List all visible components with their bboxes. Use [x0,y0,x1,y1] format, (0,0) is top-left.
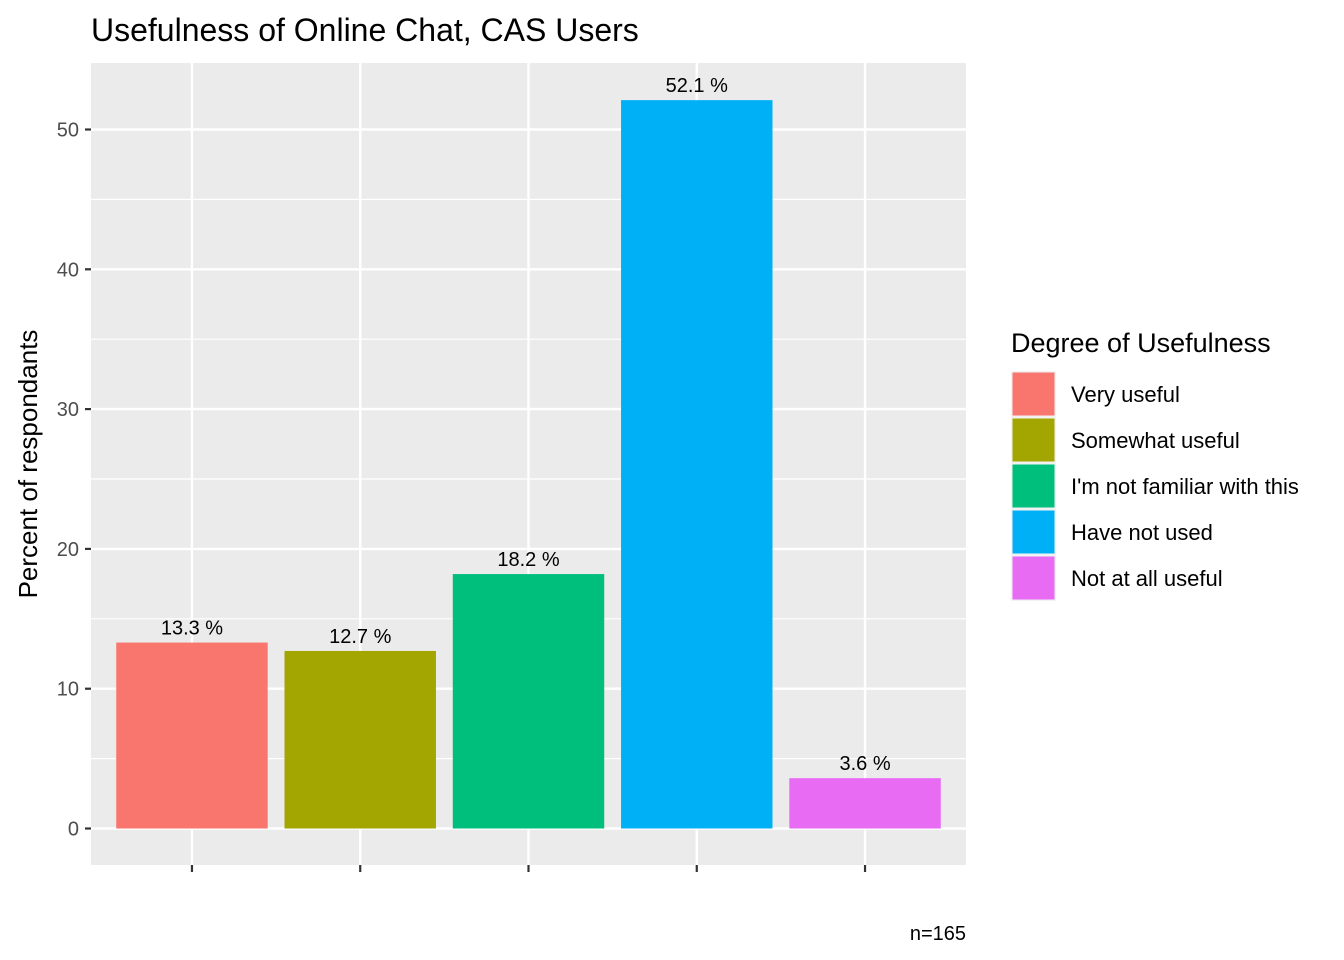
caption-sample-size: n=165 [910,923,966,945]
legend-label: I'm not familiar with this [1071,474,1299,499]
legend-key-swatch [1012,556,1055,600]
legend-key-swatch [1012,418,1055,462]
y-tick-label: 10 [57,679,79,701]
legend-key-swatch [1012,464,1055,508]
bar-value-labels: 13.3 % 12.7 % 18.2 % 52.1 % 3.6 % [161,75,891,775]
y-axis: 0 10 20 30 40 50 [57,120,91,841]
bar-3 [621,100,773,829]
bar-value-label: 3.6 % [839,753,890,775]
y-tick-label: 0 [68,819,79,841]
y-tick-label: 40 [57,259,79,281]
legend-label: Have not used [1071,520,1213,545]
legend: Very useful Somewhat useful I'm not famili… [1011,371,1299,601]
legend-label: Very useful [1071,382,1180,407]
bar-4 [789,778,941,829]
legend-key-swatch [1012,510,1055,554]
bar-value-label: 52.1 % [666,75,728,97]
bar-value-label: 12.7 % [329,626,391,648]
legend-key-swatch [1012,372,1055,416]
bar-0 [116,642,268,829]
y-tick-label: 50 [57,120,79,142]
bar-value-label: 13.3 % [161,618,223,640]
bar-1 [284,650,436,829]
legend-label: Not at all useful [1071,566,1223,591]
legend-label: Somewhat useful [1071,428,1240,453]
y-axis-title: Percent of respondants [13,330,43,599]
bar-2 [452,574,605,829]
legend-title: Degree of Usefulness [1011,328,1271,358]
bars [116,100,941,829]
x-axis [190,865,867,872]
bar-value-label: 18.2 % [497,549,559,571]
y-tick-label: 30 [57,399,79,421]
y-tick-label: 20 [57,539,79,561]
chart-title: Usefulness of Online Chat, CAS Users [91,12,639,48]
